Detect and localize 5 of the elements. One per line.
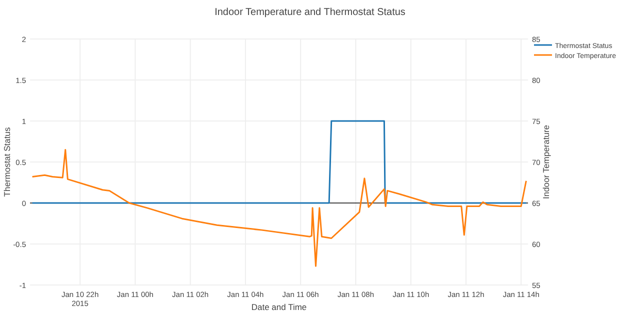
y-axis-title: Thermostat Status [2,127,12,197]
x-axis-title: Date and Time [251,302,307,312]
chart-title: Indoor Temperature and Thermostat Status [214,7,406,18]
line-series [32,148,527,267]
y2-axis-title: Indoor Temperature [541,124,551,200]
